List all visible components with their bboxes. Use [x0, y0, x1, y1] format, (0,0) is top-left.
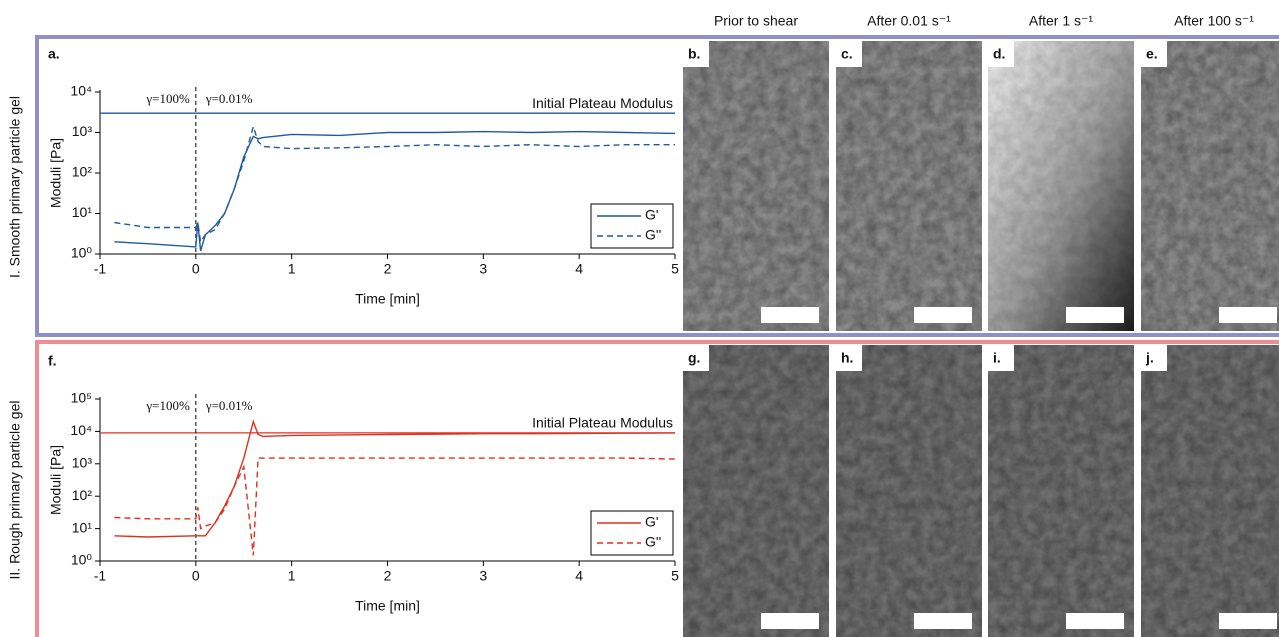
annotation: γ=100%: [145, 398, 190, 413]
column-header: After 100 s⁻¹: [1174, 13, 1254, 29]
panel-label-box: [836, 41, 862, 67]
legend-box: [590, 203, 674, 249]
scale-bar: [914, 613, 972, 629]
scale-bar: [761, 613, 819, 629]
y-tick-label: 10⁰: [71, 245, 93, 261]
legend-label: G'': [645, 227, 661, 243]
legend-box: [590, 510, 674, 556]
micrograph-texture: [1141, 345, 1279, 637]
panel-label-box: [1141, 41, 1167, 67]
y-tick-label: 10³: [72, 455, 93, 471]
panel-label: f.: [48, 353, 57, 369]
y-tick-label: 10⁰: [71, 552, 93, 568]
panel-label-box: [683, 345, 709, 371]
y-tick-label: 10²: [72, 487, 93, 503]
scale-bar: [914, 307, 972, 323]
x-tick-label: -1: [94, 568, 107, 584]
reference-label: Initial Plateau Modulus: [532, 95, 673, 111]
annotation: γ=0.01%: [205, 91, 253, 106]
x-tick-label: 2: [384, 261, 392, 277]
x-tick-label: 3: [479, 568, 487, 584]
y-axis-title: Moduli [Pa]: [48, 445, 64, 515]
y-tick-label: 10¹: [72, 519, 93, 535]
y-axis-title: Moduli [Pa]: [48, 138, 64, 208]
panel-label: j.: [1145, 350, 1154, 366]
x-tick-label: 5: [671, 261, 679, 277]
row-frame: [35, 340, 1279, 637]
panel-label-box: [683, 41, 709, 67]
annotation: γ=100%: [145, 91, 190, 106]
micrograph-texture: [683, 345, 829, 637]
micrograph-texture: [836, 345, 982, 637]
scale-bar: [1066, 307, 1124, 323]
x-tick-label: -1: [94, 261, 107, 277]
panel-label-box: [988, 41, 1014, 67]
series-line: [114, 419, 676, 538]
x-tick-label: 0: [192, 568, 200, 584]
x-tick-label: 5: [671, 568, 679, 584]
legend-label: G'': [645, 534, 661, 550]
micrograph-texture: [1141, 41, 1279, 331]
micrograph-texture: [683, 41, 829, 331]
reference-label: Initial Plateau Modulus: [532, 415, 673, 431]
micrograph-texture: [988, 345, 1134, 637]
column-header: After 1 s⁻¹: [1029, 13, 1094, 29]
x-axis-title: Time [min]: [355, 598, 420, 614]
panel-label: c.: [841, 46, 853, 62]
legend-label: G': [645, 207, 659, 223]
column-header: Prior to shear: [714, 13, 798, 29]
panel-label: i.: [993, 350, 1001, 366]
y-tick-label: 10³: [72, 123, 93, 139]
x-tick-label: 1: [288, 568, 296, 584]
y-tick-label: 10²: [72, 164, 93, 180]
scale-bar: [1219, 307, 1277, 323]
panel-label-box: [988, 345, 1014, 371]
panel-label-box: [1141, 345, 1167, 371]
y-tick-label: 10⁴: [70, 422, 92, 438]
y-tick-label: 10¹: [72, 204, 93, 220]
y-tick-label: 10⁵: [71, 390, 92, 406]
column-header: After 0.01 s⁻¹: [867, 13, 951, 29]
panel-label: d.: [993, 46, 1005, 62]
panel-label: g.: [688, 350, 700, 366]
scale-bar: [761, 307, 819, 323]
x-tick-label: 3: [479, 261, 487, 277]
row-frame: [35, 35, 1279, 337]
panel-label: e.: [1146, 46, 1158, 62]
micrograph-texture: [988, 41, 1134, 331]
panel-label: h.: [841, 350, 853, 366]
series-line: [114, 457, 676, 556]
x-axis-title: Time [min]: [355, 291, 420, 307]
scale-bar: [1219, 613, 1277, 629]
row-label: I. Smooth primary particle gel: [7, 96, 23, 278]
x-tick-label: 4: [575, 568, 583, 584]
scale-bar: [1066, 613, 1124, 629]
x-tick-label: 1: [288, 261, 296, 277]
y-tick-label: 10⁴: [70, 83, 92, 99]
legend-label: G': [645, 514, 659, 530]
row-label: II. Rough primary particle gel: [7, 401, 23, 580]
panel-label-box: [836, 345, 862, 371]
panel-label: a.: [48, 46, 60, 62]
x-tick-label: 4: [575, 261, 583, 277]
panel-label: b.: [688, 46, 700, 62]
x-tick-label: 2: [384, 568, 392, 584]
x-tick-label: 0: [192, 261, 200, 277]
series-line: [114, 124, 675, 244]
micrograph-texture: [836, 41, 982, 331]
annotation: γ=0.01%: [205, 398, 253, 413]
